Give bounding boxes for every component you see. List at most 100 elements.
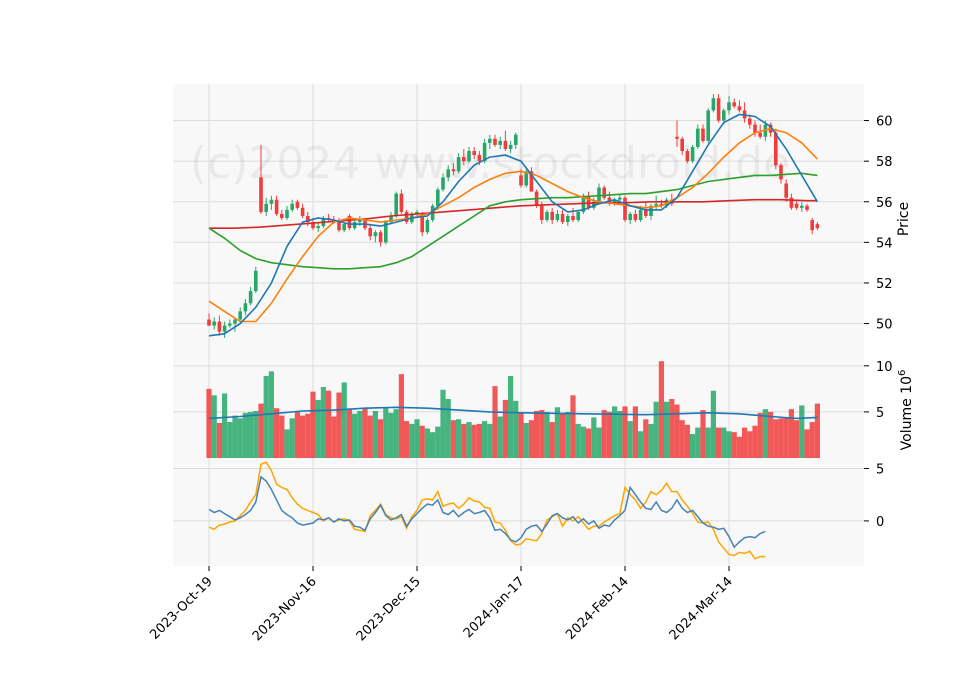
volume-bar: [388, 412, 394, 458]
volume-bar: [393, 409, 399, 458]
volume-bar: [679, 420, 685, 458]
candle-body: [233, 319, 237, 324]
volume-bar: [773, 419, 779, 458]
y-tick-label: 5: [876, 462, 884, 477]
candle-body: [706, 110, 710, 141]
volume-bar: [580, 426, 586, 458]
volume-bar: [320, 387, 326, 458]
oscillator-panel: 05: [173, 458, 884, 566]
candle-body: [586, 195, 591, 208]
candle-body: [456, 157, 461, 172]
volume-bar: [492, 386, 498, 458]
x-tick-label: 2023-Dec-15: [354, 574, 424, 644]
candle-body: [269, 199, 274, 204]
y-tick-label: 60: [876, 115, 893, 130]
candle-body: [555, 213, 560, 221]
candle-body: [217, 321, 222, 332]
volume-bar: [523, 422, 529, 458]
oscillator-lines: [208, 461, 766, 560]
volume-bar: [809, 422, 815, 458]
volume-ma-line: [208, 406, 818, 420]
candle-body: [238, 311, 242, 320]
volume-bar: [513, 400, 519, 458]
candle-body: [612, 199, 617, 204]
candle-body: [774, 132, 778, 166]
candle-body: [477, 155, 482, 162]
candle-body: [462, 157, 466, 162]
ma-fast-line: [208, 113, 819, 337]
volume-bar: [710, 390, 716, 458]
candle-body: [748, 118, 752, 125]
oscillator-y-ticks: 05: [864, 462, 884, 530]
volume-bar: [258, 403, 264, 458]
volume-bar: [799, 405, 805, 458]
candle-body: [285, 209, 289, 218]
candle-body: [394, 193, 398, 216]
volume-bars: [206, 361, 820, 458]
volume-bar: [216, 422, 222, 458]
volume-bar: [534, 410, 540, 458]
candle-body: [711, 98, 716, 111]
candle-body: [727, 102, 731, 111]
volume-bar: [471, 424, 477, 458]
candle-body: [810, 220, 814, 231]
volume-bar: [263, 375, 269, 458]
volume-bar: [242, 412, 248, 458]
volume-bar: [804, 429, 810, 458]
volume-bar: [726, 431, 732, 458]
volume-bar: [591, 417, 597, 458]
volume-bar: [752, 425, 758, 458]
volume-bar: [705, 427, 711, 458]
candle-body: [290, 203, 294, 210]
oscillator-gridlines: [173, 458, 864, 566]
volume-bar: [232, 415, 238, 458]
candle-body: [378, 232, 383, 243]
volume-bar: [294, 411, 300, 458]
candle-body: [306, 215, 310, 223]
candle-body: [493, 138, 497, 145]
volume-bar: [648, 423, 654, 458]
volume-bar: [716, 427, 722, 458]
volume-bar: [476, 423, 482, 458]
volume-bar: [430, 432, 436, 458]
candle-body: [295, 201, 300, 208]
volume-bar: [549, 422, 555, 458]
volume-bar: [539, 410, 545, 458]
volume-bar: [206, 388, 212, 458]
volume-bar: [398, 374, 404, 458]
candle-body: [404, 211, 409, 223]
volume-bar: [658, 361, 664, 458]
candle-body: [508, 144, 513, 149]
candle-body: [384, 222, 388, 243]
ma-mid-line: [208, 127, 818, 323]
candle-body: [800, 205, 804, 208]
volume-bar: [346, 409, 352, 458]
volume-bar: [586, 428, 592, 458]
y-tick-label: 56: [876, 196, 893, 211]
x-tick-label: 2023-Oct-19: [147, 574, 215, 642]
volume-bar: [237, 418, 243, 458]
volume-bar: [794, 420, 800, 458]
candle-body: [352, 222, 357, 229]
candle-body: [576, 211, 580, 221]
volume-bar: [596, 427, 602, 458]
candle-body: [638, 209, 643, 221]
candle-body: [789, 197, 794, 208]
candle-body: [488, 138, 492, 143]
candle-body: [503, 140, 508, 149]
volume-bar: [695, 427, 701, 458]
volume-panel: 5 10 Volume 106: [173, 352, 915, 458]
candle-body: [498, 140, 502, 145]
volume-bar: [253, 410, 259, 458]
candle-body: [451, 169, 456, 172]
candle-body: [280, 213, 284, 218]
candle-body: [685, 151, 690, 162]
candle-body: [259, 177, 263, 212]
price-axis-label: Price: [896, 202, 912, 236]
x-tick-label: 2023-Nov-16: [250, 574, 320, 644]
volume-bar: [731, 432, 737, 458]
volume-bar: [378, 419, 384, 458]
volume-bar: [544, 411, 550, 458]
candle-body: [644, 209, 648, 216]
